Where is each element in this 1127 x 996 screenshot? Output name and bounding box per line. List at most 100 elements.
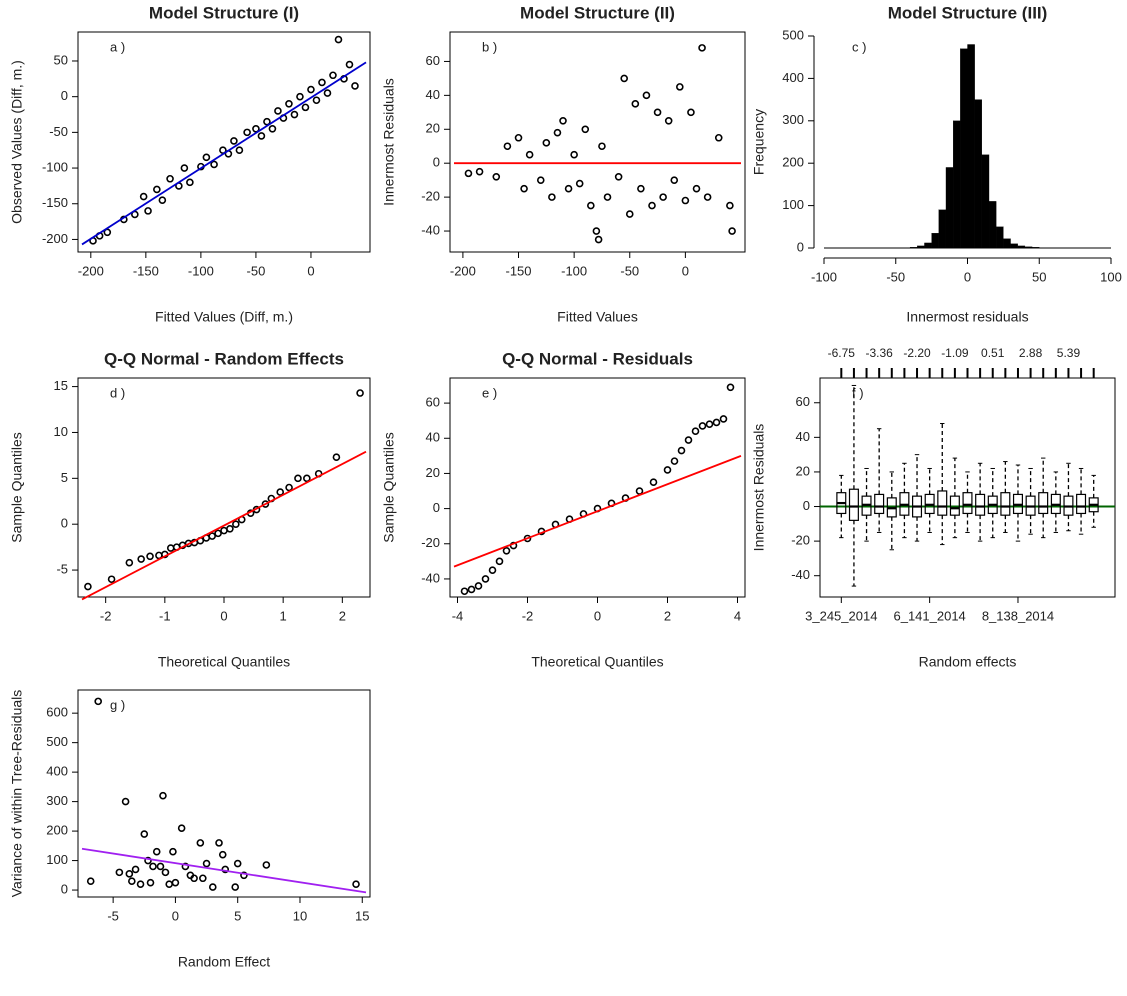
- point: [525, 150, 534, 159]
- panel-annotation: a ): [110, 39, 125, 54]
- panel-annotation: d ): [110, 385, 125, 400]
- y-tick-label: 200: [46, 823, 68, 838]
- point: [631, 100, 640, 108]
- box: [937, 490, 948, 516]
- point: [276, 488, 285, 496]
- y-tick-label: 20: [426, 465, 440, 480]
- point: [536, 176, 545, 184]
- y-tick-label: 400: [46, 764, 68, 779]
- y-tick-label: 500: [46, 734, 68, 749]
- panel-annotation: e ): [482, 385, 497, 400]
- x-tick-label: -200: [78, 263, 104, 278]
- bar: [1031, 247, 1040, 249]
- top-tick-label: 5.39: [1057, 346, 1081, 360]
- point: [146, 878, 155, 887]
- y-tick-label: 50: [54, 52, 68, 67]
- y-axis-label: Frequency: [751, 109, 767, 175]
- top-tick-label: -3.36: [865, 346, 893, 360]
- x-tick-label: 50: [1032, 269, 1046, 284]
- point: [705, 420, 714, 429]
- y-tick-label: -40: [421, 222, 440, 237]
- y-tick-label: -20: [421, 189, 440, 204]
- point: [220, 526, 228, 535]
- y-tick-label: 20: [426, 121, 440, 136]
- point: [570, 150, 578, 159]
- top-tick-label: -6.75: [828, 346, 856, 360]
- y-axis-label: Innermost Residuals: [381, 78, 397, 206]
- box: [1038, 492, 1049, 515]
- point: [274, 107, 282, 115]
- point: [581, 125, 590, 134]
- point: [169, 847, 177, 856]
- point: [592, 227, 601, 235]
- y-tick-label: 100: [46, 852, 68, 867]
- plot-box: [77, 377, 371, 598]
- point: [488, 566, 497, 574]
- point: [208, 532, 216, 540]
- x-tick-label: 4: [734, 608, 741, 623]
- point: [719, 415, 728, 423]
- point: [140, 830, 149, 838]
- point: [144, 856, 152, 865]
- y-tick-label: 5: [61, 470, 68, 485]
- fit-line: [453, 455, 742, 568]
- bar: [1017, 245, 1026, 249]
- point: [475, 167, 484, 176]
- y-tick-label: 600: [46, 705, 68, 720]
- y-tick-label: -5: [56, 562, 68, 577]
- x-tick-label: 3_245_2014: [805, 608, 877, 623]
- point: [642, 91, 651, 100]
- point: [356, 389, 364, 397]
- y-axis-label: Variance of within Tree-Residuals: [9, 690, 25, 898]
- point: [243, 128, 251, 137]
- y-tick-label: 60: [796, 394, 810, 409]
- box: [848, 488, 859, 521]
- x-axis-label: Theoretical Quantiles: [531, 654, 663, 670]
- bar: [917, 245, 925, 249]
- x-tick-label: 0: [307, 263, 314, 278]
- point: [677, 446, 686, 455]
- point: [664, 117, 673, 125]
- x-tick-label: -50: [620, 263, 639, 278]
- top-tick-label: -1.09: [941, 346, 969, 360]
- box: [874, 493, 885, 515]
- point: [649, 478, 658, 487]
- plot-box: [77, 689, 371, 898]
- x-tick-label: 6_141_2014: [893, 608, 965, 623]
- panel: Model Structure (III) c ) Innermost residu…: [751, 3, 1122, 324]
- y-axis-label: Sample Quantiles: [381, 432, 397, 543]
- point: [670, 457, 679, 465]
- y-tick-label: 10: [54, 424, 68, 439]
- point: [94, 697, 102, 706]
- y-tick-label: 300: [46, 793, 68, 808]
- plot-box: [449, 377, 746, 598]
- point: [303, 474, 311, 483]
- panel: Model Structure (II) b ) Fitted Values Inne…: [381, 3, 746, 325]
- point: [262, 861, 271, 869]
- point: [603, 193, 612, 201]
- point: [131, 865, 140, 874]
- point: [351, 82, 359, 90]
- point: [86, 877, 95, 886]
- point: [214, 529, 222, 538]
- point: [210, 160, 218, 169]
- point: [502, 546, 511, 555]
- point: [691, 427, 700, 436]
- point: [520, 184, 528, 193]
- point: [115, 868, 124, 877]
- y-tick-label: -40: [421, 570, 440, 585]
- x-tick-label: -5: [107, 908, 119, 923]
- point: [467, 585, 476, 594]
- x-tick-label: -50: [247, 263, 266, 278]
- point: [149, 862, 157, 871]
- y-tick-label: -40: [791, 567, 810, 582]
- point: [166, 544, 175, 552]
- x-tick-label: 0: [172, 908, 179, 923]
- point: [318, 78, 326, 87]
- point: [139, 192, 148, 201]
- y-tick-label: 0: [797, 239, 804, 254]
- point: [692, 184, 701, 193]
- point: [186, 178, 194, 187]
- box: [975, 493, 986, 516]
